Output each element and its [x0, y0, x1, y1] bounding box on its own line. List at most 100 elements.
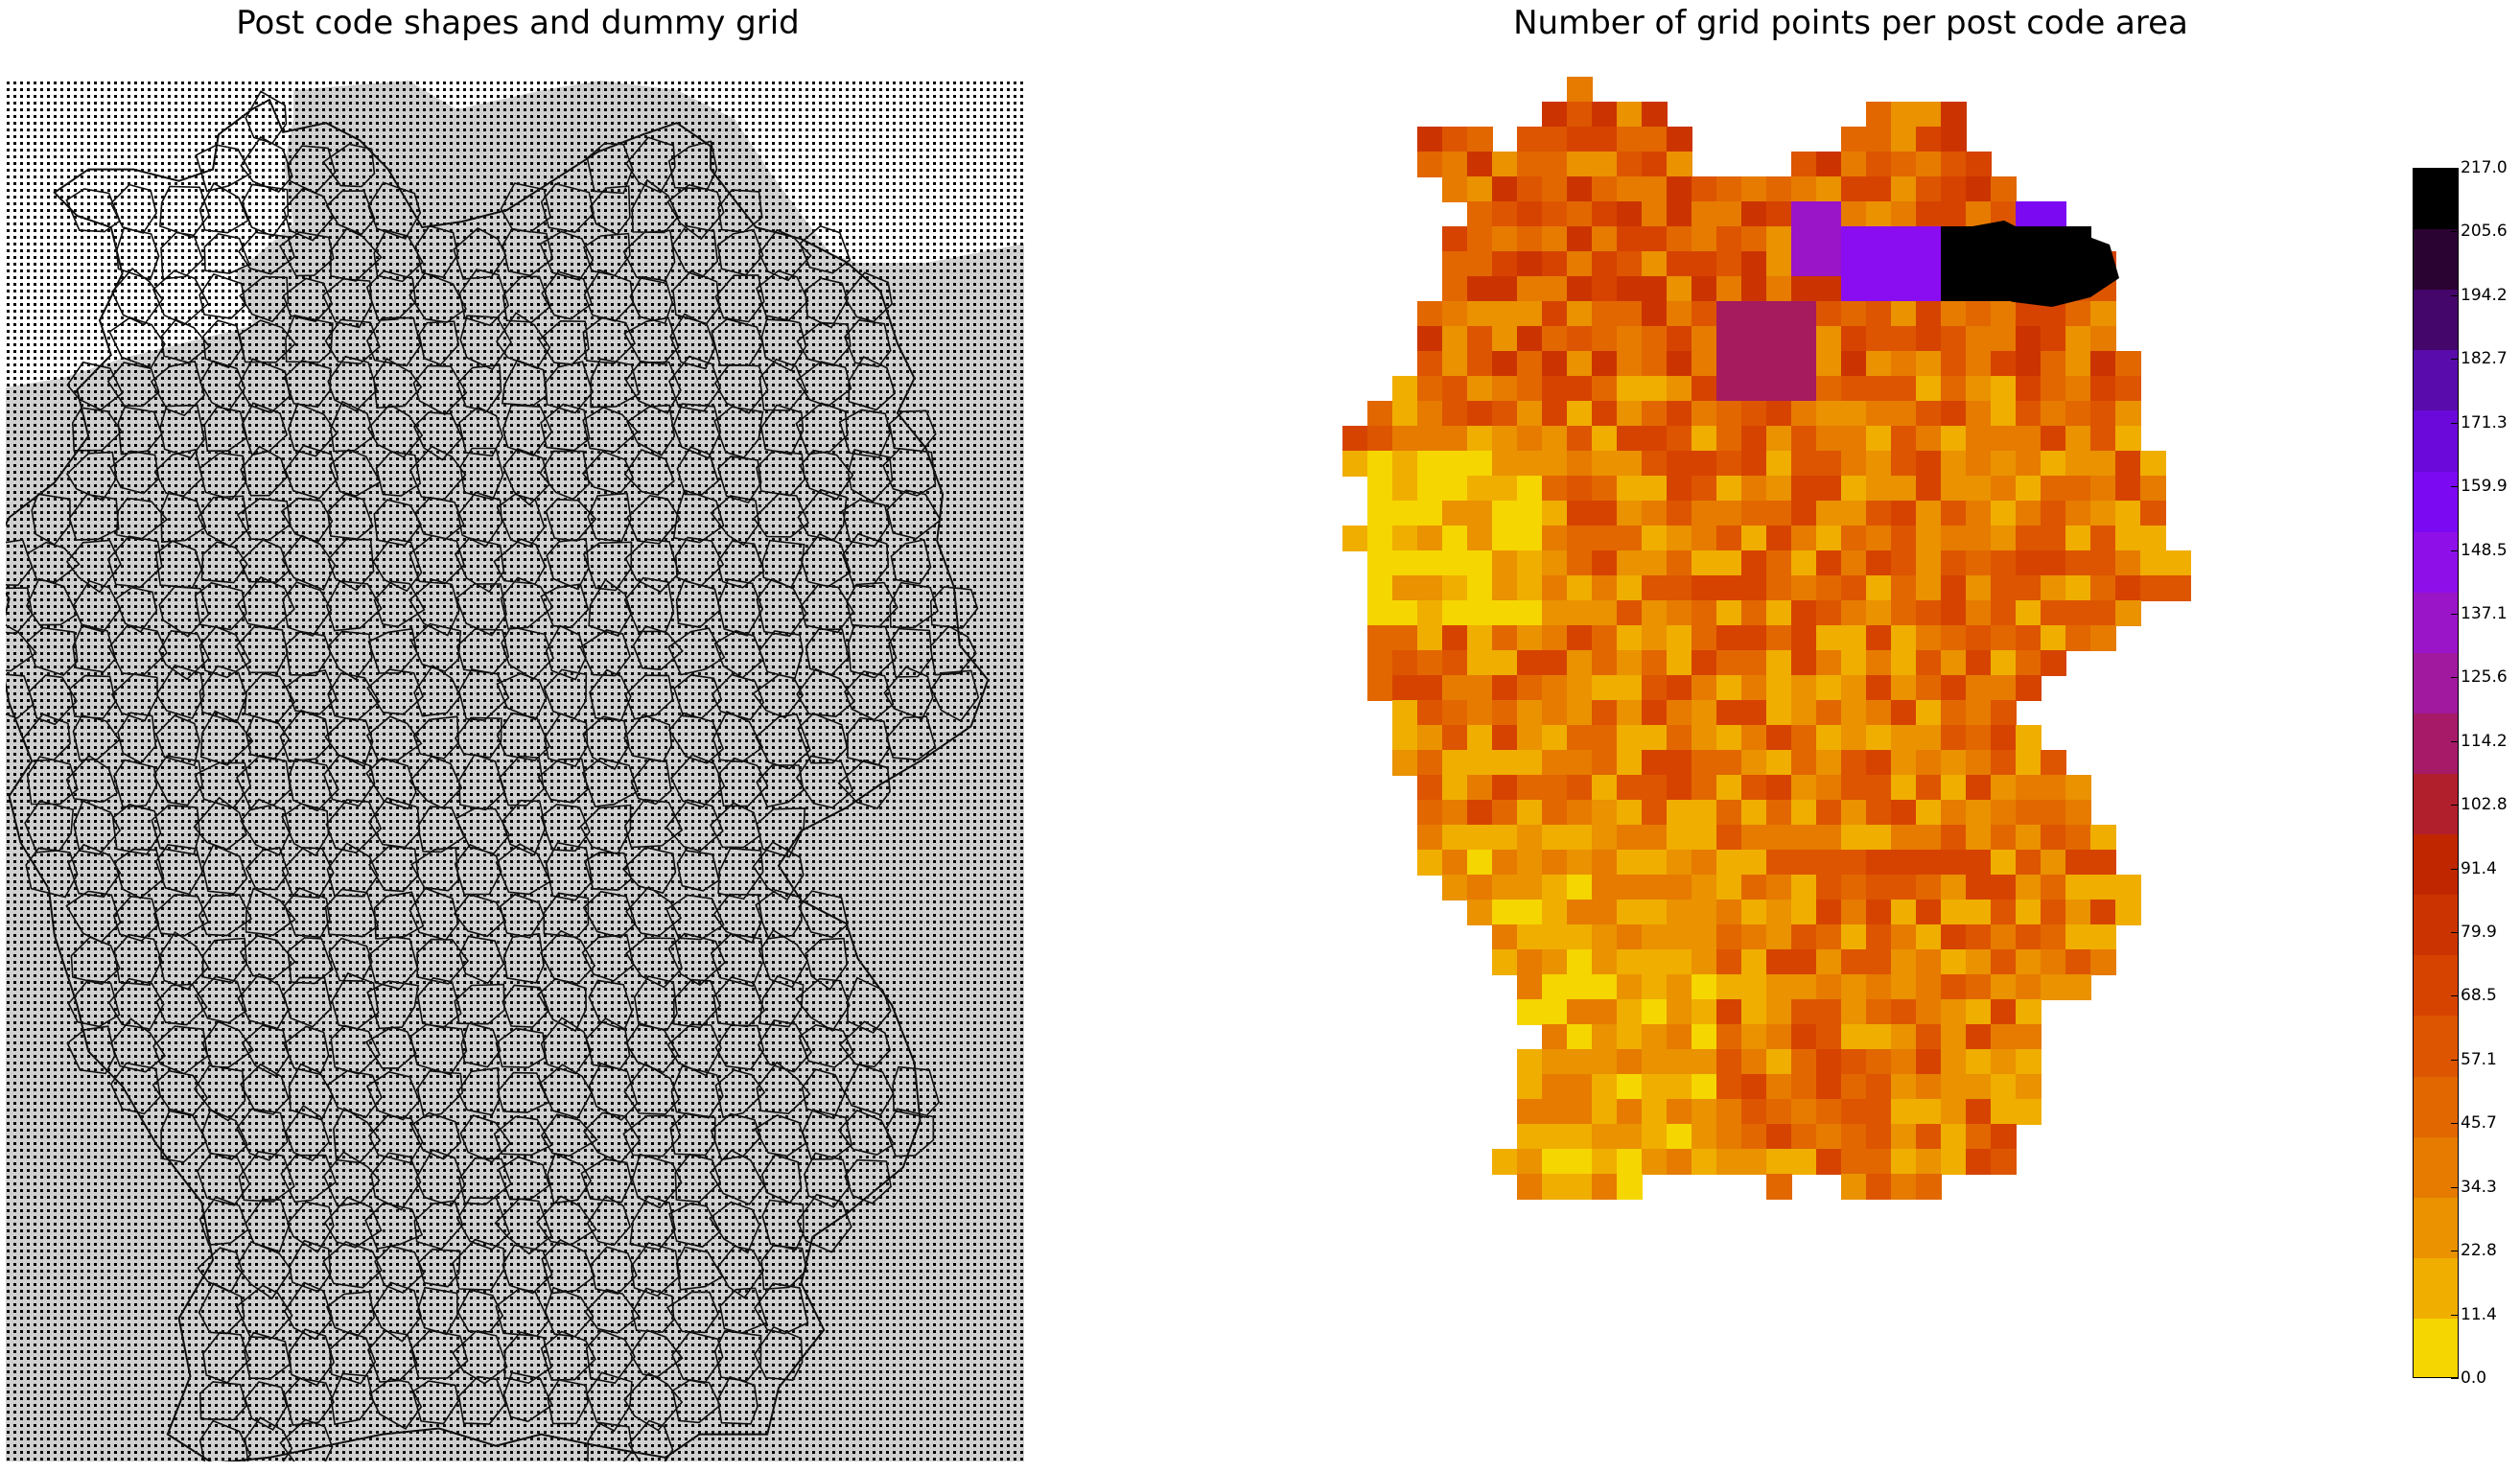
- postcode-area: [1542, 476, 1568, 502]
- postcode-area: [2115, 451, 2141, 477]
- postcode-area: [1791, 501, 1817, 526]
- postcode-area: [2016, 900, 2042, 925]
- postcode-area: [1642, 949, 1668, 975]
- postcode-area: [1991, 1149, 2017, 1175]
- postcode-area: [1492, 276, 1518, 302]
- colorbar-band: [2414, 1016, 2458, 1078]
- postcode-area: [1642, 451, 1668, 477]
- postcode-area: [1542, 850, 1568, 876]
- postcode-area: [1791, 924, 1817, 950]
- postcode-area: [1492, 725, 1518, 751]
- postcode-area: [1592, 575, 1618, 601]
- choropleth-cells: [1342, 77, 2191, 1200]
- postcode-area: [1891, 1024, 1917, 1050]
- postcode-area: [1991, 675, 2017, 701]
- postcode-area: [1941, 825, 1967, 851]
- postcode-area: [1442, 351, 1468, 377]
- postcode-area: [1617, 476, 1643, 502]
- postcode-area: [1592, 650, 1618, 676]
- postcode-area: [1841, 476, 1867, 502]
- postcode-area: [1542, 1124, 1568, 1150]
- postcode-area: [1891, 924, 1917, 950]
- colorbar-band: [2414, 1197, 2458, 1259]
- postcode-area: [2115, 376, 2141, 402]
- colorbar-tick-mark: [2451, 1123, 2459, 1125]
- postcode-area: [1517, 974, 1543, 1000]
- postcode-area: [1966, 924, 1992, 950]
- postcode-area: [1442, 276, 1468, 302]
- postcode-area: [1492, 700, 1518, 726]
- postcode-area: [1492, 426, 1518, 452]
- postcode-area: [2165, 550, 2191, 576]
- postcode-area: [1692, 725, 1717, 751]
- postcode-area: [2016, 999, 2042, 1025]
- colorbar-band: [2414, 290, 2458, 352]
- postcode-area: [1941, 426, 1967, 452]
- postcode-area: [1891, 127, 1917, 152]
- postcode-area: [2115, 600, 2141, 626]
- postcode-area: [1766, 800, 1792, 826]
- postcode-area: [1667, 550, 1692, 576]
- postcode-area: [1642, 127, 1668, 152]
- postcode-area: [1542, 700, 1568, 726]
- postcode-area: [1941, 526, 1967, 551]
- postcode-area: [1866, 226, 1892, 252]
- postcode-area: [1841, 426, 1867, 452]
- postcode-area: [2090, 326, 2116, 352]
- postcode-area: [2065, 775, 2091, 801]
- postcode-area: [1941, 376, 1967, 402]
- postcode-area: [2165, 575, 2191, 601]
- postcode-area: [1816, 1124, 1842, 1150]
- postcode-area: [1991, 625, 2017, 651]
- postcode-area: [1517, 1099, 1543, 1125]
- postcode-area: [1816, 176, 1842, 202]
- postcode-area: [1741, 550, 1767, 576]
- postcode-area: [1467, 451, 1493, 477]
- postcode-area: [1991, 800, 2017, 826]
- postcode-area: [1966, 451, 1992, 477]
- postcode-area: [1866, 152, 1892, 177]
- postcode-area: [1716, 176, 1742, 202]
- postcode-area: [1592, 176, 1618, 202]
- postcode-area: [2041, 949, 2066, 975]
- postcode-area: [1841, 924, 1867, 950]
- postcode-area: [2016, 326, 2042, 352]
- postcode-area: [1367, 600, 1393, 626]
- colorbar-band: [2414, 652, 2458, 714]
- postcode-area: [1617, 999, 1643, 1025]
- postcode-area: [1667, 152, 1692, 177]
- postcode-area: [1642, 924, 1668, 950]
- postcode-area: [1642, 825, 1668, 851]
- postcode-area: [1791, 376, 1817, 402]
- postcode-area: [1866, 476, 1892, 502]
- postcode-area: [1941, 152, 1967, 177]
- postcode-area: [1866, 875, 1892, 900]
- postcode-area: [1991, 401, 2017, 427]
- postcode-area: [1467, 800, 1493, 826]
- postcode-area: [1417, 850, 1443, 876]
- postcode-area: [2041, 476, 2066, 502]
- postcode-area: [2065, 550, 2091, 576]
- postcode-area: [1791, 1049, 1817, 1075]
- postcode-area: [1642, 875, 1668, 900]
- postcode-area: [1667, 900, 1692, 925]
- postcode-area: [1467, 127, 1493, 152]
- postcode-area: [1866, 700, 1892, 726]
- postcode-area: [1916, 276, 1942, 302]
- postcode-area: [1966, 675, 1992, 701]
- postcode-area: [1966, 301, 1992, 327]
- postcode-area: [1542, 650, 1568, 676]
- postcode-area: [1841, 675, 1867, 701]
- postcode-area: [1716, 226, 1742, 252]
- postcode-area: [1367, 451, 1393, 477]
- postcode-area: [1891, 875, 1917, 900]
- postcode-area: [1716, 1124, 1742, 1150]
- postcode-area: [1642, 700, 1668, 726]
- postcode-area: [1841, 1024, 1867, 1050]
- postcode-area: [1891, 600, 1917, 626]
- postcode-area: [1941, 401, 1967, 427]
- postcode-area: [2016, 825, 2042, 851]
- postcode-area: [1667, 451, 1692, 477]
- postcode-area: [1692, 750, 1717, 776]
- postcode-area: [1392, 725, 1418, 751]
